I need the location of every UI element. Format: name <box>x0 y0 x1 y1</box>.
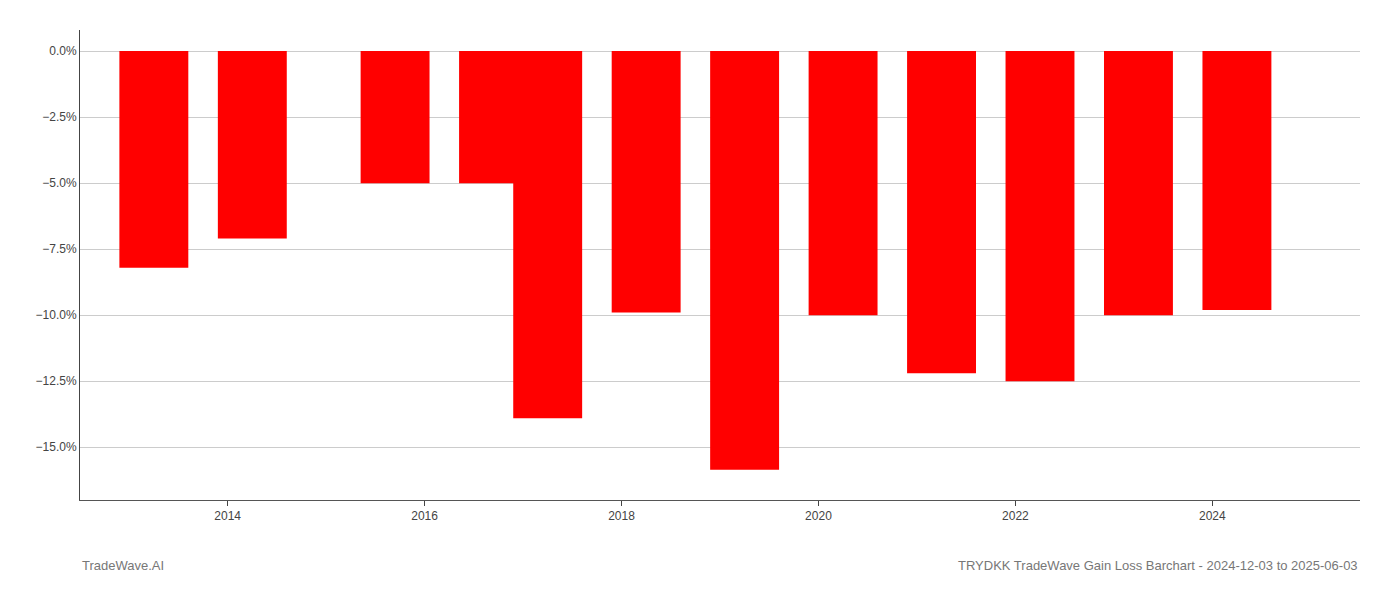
svg-text:2014: 2014 <box>214 509 241 523</box>
svg-text:TRYDKK TradeWave Gain Loss Bar: TRYDKK TradeWave Gain Loss Barchart - 20… <box>958 558 1358 573</box>
svg-text:TradeWave.AI: TradeWave.AI <box>82 558 164 573</box>
svg-text:−5.0%: −5.0% <box>42 176 77 190</box>
svg-text:−7.5%: −7.5% <box>42 242 77 256</box>
svg-text:−15.0%: −15.0% <box>36 440 77 454</box>
svg-text:2020: 2020 <box>805 509 832 523</box>
svg-text:−10.0%: −10.0% <box>36 308 77 322</box>
svg-text:2024: 2024 <box>1199 509 1226 523</box>
svg-text:2018: 2018 <box>608 509 635 523</box>
svg-text:−12.5%: −12.5% <box>36 374 77 388</box>
svg-text:2016: 2016 <box>411 509 438 523</box>
svg-text:2022: 2022 <box>1002 509 1029 523</box>
svg-text:−2.5%: −2.5% <box>42 110 77 124</box>
svg-text:0.0%: 0.0% <box>49 44 77 58</box>
